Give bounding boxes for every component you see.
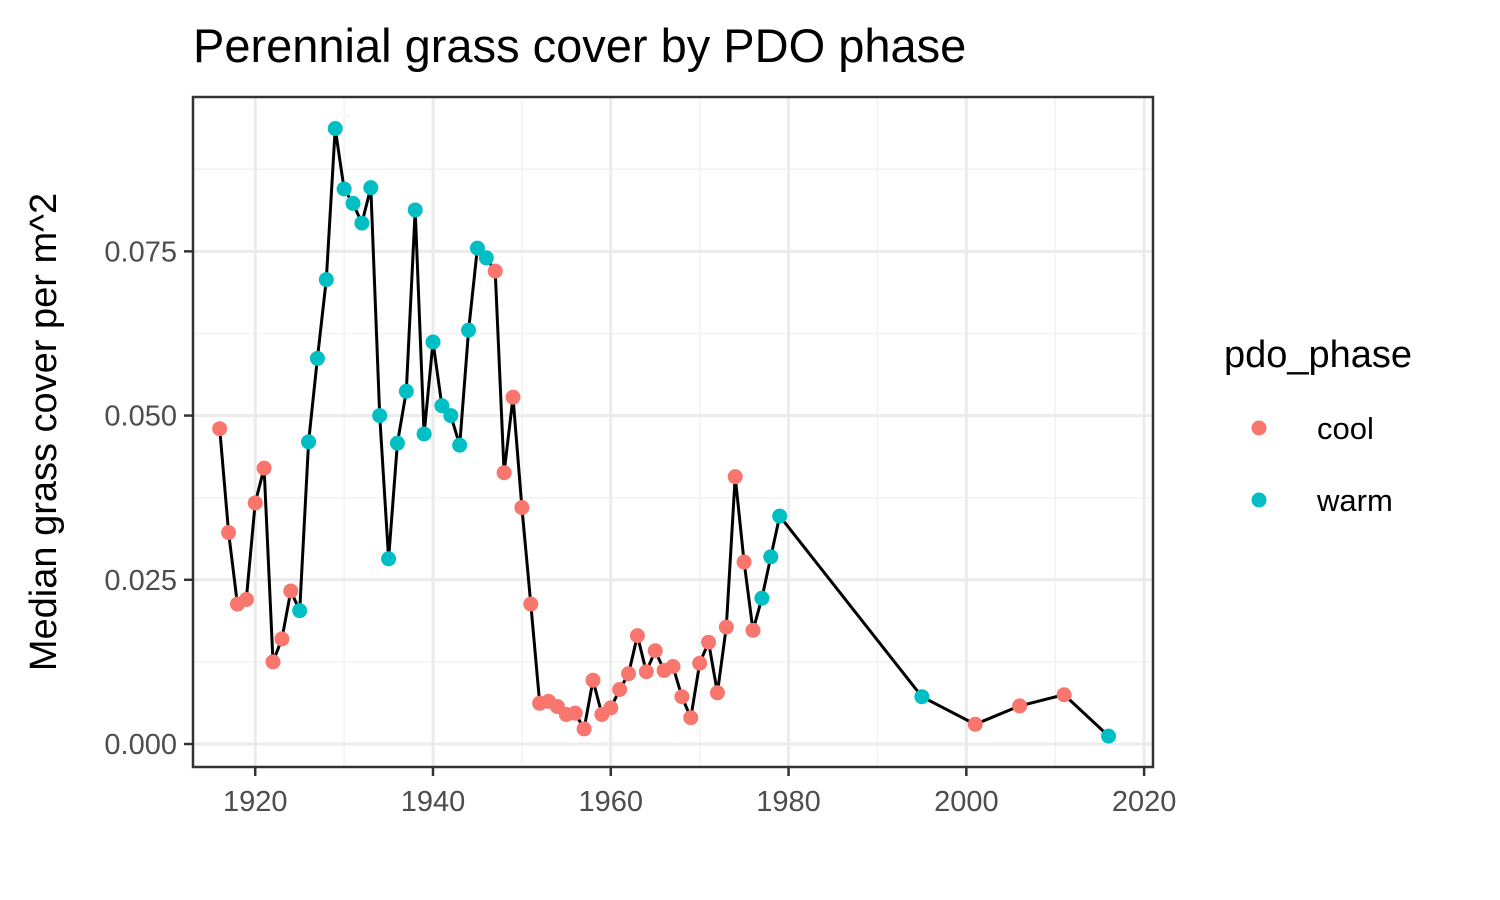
data-point-warm [318,272,334,288]
data-point-cool [567,705,583,721]
data-point-cool [603,700,619,716]
data-point-cool [674,689,690,705]
data-point-cool [1056,687,1072,703]
data-point-warm [301,434,317,450]
data-point-warm [754,590,770,606]
legend-label-warm: warm [1316,483,1393,518]
data-point-cool [221,525,237,540]
major-gridlines [193,97,1153,767]
data-point-warm [309,350,325,366]
y-axis-title: Median grass cover per m^2 [23,193,65,671]
data-point-warm [1101,728,1117,744]
plot-panel [191,95,1155,769]
y-tick-label: 0.075 [104,236,177,268]
data-point-cool [745,622,761,638]
data-point-warm [407,202,423,218]
data-point-warm [914,689,930,705]
data-point-warm [469,240,485,256]
data-point-warm [443,408,459,424]
data-point-warm [345,195,361,211]
data-point-cool [629,628,645,644]
data-point-cool [647,643,663,659]
data-point-warm [398,383,414,399]
data-point-cool [274,631,290,647]
data-point-cool [265,654,281,670]
data-point-cool [238,592,254,607]
data-point-warm [416,426,432,442]
legend-title: pdo_phase [1224,334,1412,376]
x-tick-label: 1940 [401,786,466,818]
data-point-warm [772,508,788,524]
data-point-warm [381,551,397,567]
data-point-cool [967,716,983,732]
legend-entries: cool warm [1251,411,1393,518]
data-point-warm [452,437,468,453]
data-points [212,121,1117,744]
data-point-cool [612,681,628,697]
data-point-cool [247,495,263,511]
y-tick-label: 0.050 [104,401,177,433]
data-point-warm [327,121,343,137]
legend-key-warm [1251,492,1267,508]
data-point-warm [434,398,450,414]
data-point-warm [354,215,370,231]
data-point-warm [461,322,477,338]
data-point-cool [621,666,637,682]
x-tick-label: 2000 [934,786,999,818]
data-point-warm [425,334,441,350]
x-tick-label: 1980 [756,786,821,818]
data-point-cool [1012,698,1028,714]
data-point-warm [763,549,779,565]
data-point-cool [505,389,521,405]
legend-key-cool [1251,420,1267,436]
data-point-warm [389,435,405,451]
data-point-cool [665,659,681,674]
x-tick-label: 1920 [223,786,288,818]
legend-label-cool: cool [1317,411,1374,446]
y-tick-label: 0.025 [104,565,177,597]
data-point-cool [736,554,752,570]
legend: pdo_phase cool warm [1224,334,1412,518]
data-point-cool [283,583,299,599]
data-point-cool [638,664,654,680]
data-point-cool [514,500,530,516]
data-point-warm [363,180,379,196]
data-point-warm [292,603,308,619]
x-axis: 1920 1940 1960 1980 2000 2020 [223,767,1176,818]
data-point-cool [701,634,717,650]
data-point-warm [372,408,388,424]
panel-border [191,95,1155,769]
data-point-cool [585,672,601,688]
data-point-cool [692,655,708,671]
x-tick-label: 1960 [579,786,644,818]
x-tick-label: 2020 [1112,786,1177,818]
data-point-cool [576,721,592,737]
chart-title: Perennial grass cover by PDO phase [193,19,966,72]
data-point-cool [718,619,734,635]
data-point-cool [727,469,743,485]
data-point-cool [496,465,512,481]
data-point-cool [709,685,725,701]
data-point-cool [683,710,699,726]
data-point-cool [256,460,272,476]
data-point-warm [478,250,494,266]
y-axis: 0.000 0.025 0.050 0.075 [104,236,193,761]
data-point-cool [523,596,539,612]
data-point-cool [487,263,503,279]
y-tick-label: 0.000 [104,729,177,761]
data-point-cool [212,421,228,437]
data-point-warm [336,181,352,197]
